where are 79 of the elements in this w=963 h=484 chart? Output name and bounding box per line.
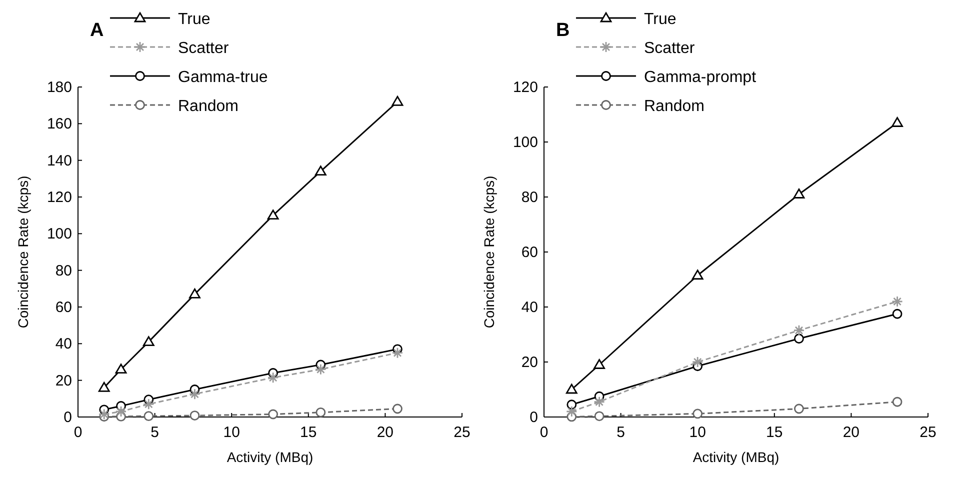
point: [692, 356, 704, 368]
y-tick-label: 80: [521, 189, 538, 206]
y-tick-label: 40: [55, 336, 72, 353]
point: [98, 408, 110, 420]
point: [566, 400, 577, 410]
x-axis-title: Activity (MBq): [226, 449, 314, 465]
x-tick-label: 15: [766, 424, 783, 441]
y-tick-label: 100: [46, 226, 72, 243]
point: [692, 408, 703, 419]
x-tick-label: 0: [74, 424, 82, 441]
y-tick-label: 60: [521, 244, 538, 261]
point: [793, 188, 805, 198]
point: [115, 406, 127, 418]
x-tick-label: 10: [689, 424, 706, 441]
x-tick-label: 25: [454, 424, 470, 441]
point: [142, 398, 154, 410]
point: [142, 336, 154, 346]
point: [594, 396, 605, 408]
y-tick-label: 120: [512, 79, 538, 96]
x-tick-label: 25: [920, 424, 936, 441]
point: [566, 384, 578, 394]
x-axis-title: Activity (MBq): [692, 449, 780, 465]
y-tick-label: 100: [512, 134, 538, 151]
y-tick-label: 0: [64, 409, 72, 426]
point: [189, 388, 200, 400]
legend-label: True: [178, 11, 210, 28]
point: [793, 324, 805, 336]
x-tick-label: 15: [300, 424, 317, 441]
point: [566, 406, 578, 418]
legend-label: Gamma-prompt: [644, 69, 757, 86]
point: [892, 296, 903, 308]
y-tick-label: 0: [530, 409, 538, 426]
point: [794, 334, 804, 344]
legend-label: True: [644, 11, 676, 28]
point: [892, 308, 902, 319]
x-tick-label: 0: [540, 424, 548, 441]
point: [794, 404, 804, 414]
x-tick-label: 5: [150, 424, 159, 441]
y-tick-label: 160: [46, 116, 72, 133]
point: [392, 347, 404, 359]
y-axis-title: Coincidence Rate (kcps): [481, 176, 497, 328]
chart-title: A: [90, 20, 104, 41]
point: [892, 396, 902, 407]
point: [144, 411, 154, 422]
point: [314, 364, 326, 376]
point: [892, 117, 903, 127]
y-tick-label: 20: [521, 354, 538, 371]
point: [314, 166, 326, 176]
legend-label: Scatter: [178, 40, 230, 57]
point: [267, 372, 279, 384]
point: [392, 96, 404, 106]
point: [692, 270, 704, 280]
chart-title: B: [556, 20, 570, 41]
point: [267, 210, 279, 220]
y-tick-label: 60: [55, 299, 72, 316]
y-tick-label: 20: [55, 372, 72, 390]
point: [98, 382, 110, 392]
y-tick-label: 80: [55, 262, 72, 280]
legend-label: Random: [644, 98, 704, 115]
x-tick-label: 10: [223, 424, 240, 441]
x-tick-label: 20: [842, 424, 860, 441]
y-tick-label: 120: [46, 189, 72, 206]
y-tick-label: 180: [46, 79, 72, 96]
point: [268, 409, 278, 420]
point: [190, 410, 200, 420]
legend-label: Scatter: [644, 40, 696, 57]
legend-label: Gamma-true: [178, 69, 268, 86]
x-tick-label: 5: [616, 424, 625, 441]
point: [316, 407, 326, 418]
point: [392, 404, 402, 414]
y-tick-label: 40: [521, 299, 538, 316]
x-tick-label: 20: [376, 424, 394, 441]
y-axis-title: Coincidence Rate (kcps): [15, 176, 31, 328]
legend-label: Random: [178, 98, 238, 115]
y-tick-label: 140: [46, 152, 72, 170]
point: [189, 288, 200, 298]
point: [115, 364, 127, 374]
point: [594, 411, 604, 422]
point: [594, 359, 605, 369]
